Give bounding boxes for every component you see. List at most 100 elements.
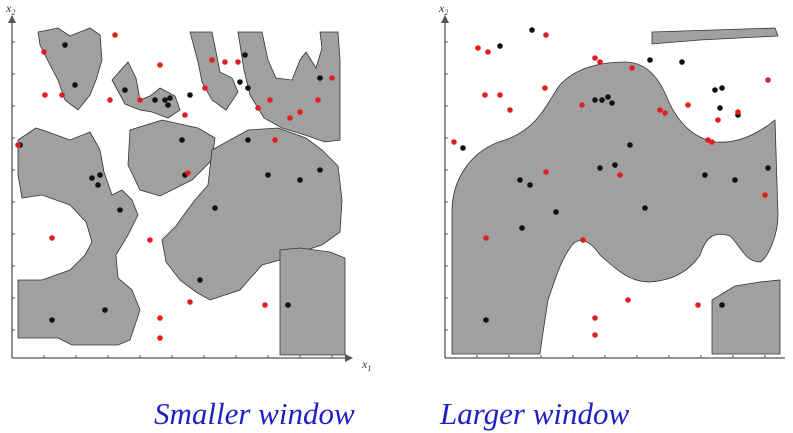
sample-point-black <box>592 97 598 103</box>
sample-point-black <box>597 165 603 171</box>
sample-point-red <box>49 235 55 241</box>
sample-point-red <box>483 235 489 241</box>
sample-point-black <box>605 94 611 100</box>
sample-point-black <box>460 145 466 151</box>
sample-point-red <box>617 172 623 178</box>
decision-regions-smaller <box>17 27 346 356</box>
sample-point-red <box>592 315 598 321</box>
sample-point-black <box>627 142 633 148</box>
axes-larger: x2 <box>438 1 785 359</box>
sample-point-black <box>117 207 123 213</box>
sample-point-red <box>112 32 118 38</box>
sample-point-black <box>285 302 291 308</box>
sample-point-red <box>272 137 278 143</box>
sample-point-black <box>517 177 523 183</box>
sample-point-black <box>317 167 323 173</box>
axes-smaller: x2 x1 <box>5 1 371 373</box>
sample-point-black <box>609 100 615 106</box>
sample-point-black <box>245 137 251 143</box>
caption-smaller-window: Smaller window <box>154 396 355 431</box>
sample-point-red <box>625 297 631 303</box>
sample-point-red <box>543 32 549 38</box>
sample-point-red <box>147 237 153 243</box>
caption-larger-window: Larger window <box>440 396 630 431</box>
sample-point-black <box>647 57 653 63</box>
sample-point-red <box>185 170 191 176</box>
sample-point-black <box>245 85 251 91</box>
sample-point-black <box>717 105 723 111</box>
sample-point-black <box>265 172 271 178</box>
sample-point-red <box>137 97 143 103</box>
sample-point-red <box>209 57 215 63</box>
sample-point-black <box>97 172 103 178</box>
sample-point-red <box>592 55 598 61</box>
x-axis-label-smaller: x1 <box>361 357 371 373</box>
region-top-right <box>237 31 341 143</box>
region-top-strip <box>651 27 779 45</box>
sample-point-red <box>297 109 303 115</box>
sample-point-red <box>497 92 503 98</box>
sample-point-black <box>72 82 78 88</box>
sample-point-red <box>507 107 513 113</box>
sample-point-red <box>235 59 241 65</box>
sample-point-black <box>62 42 68 48</box>
sample-point-black <box>89 175 95 181</box>
points-red-larger <box>451 32 771 338</box>
sample-point-red <box>762 192 768 198</box>
sample-point-black <box>519 225 525 231</box>
sample-point-red <box>662 110 668 116</box>
sample-point-red <box>267 97 273 103</box>
decision-regions-larger <box>451 27 781 355</box>
sample-point-black <box>712 87 718 93</box>
sample-point-red <box>657 107 663 113</box>
sample-point-red <box>485 49 491 55</box>
sample-point-red <box>765 77 771 83</box>
y-axis-label-smaller: x2 <box>5 1 15 17</box>
sample-point-black <box>212 205 218 211</box>
sample-point-red <box>222 59 228 65</box>
sample-point-red <box>255 105 261 111</box>
sample-point-black <box>719 302 725 308</box>
sample-point-red <box>629 65 635 71</box>
sample-point-black <box>732 177 738 183</box>
sample-point-black <box>49 317 55 323</box>
sample-point-red <box>41 49 47 55</box>
sample-point-black <box>187 92 193 98</box>
sample-point-red <box>59 92 65 98</box>
sample-point-red <box>202 85 208 91</box>
sample-point-red <box>187 299 193 305</box>
sample-point-black <box>242 52 248 58</box>
sample-point-red <box>715 117 721 123</box>
sample-point-black <box>197 277 203 283</box>
region-center-upper <box>111 61 181 119</box>
sample-point-red <box>475 45 481 51</box>
sample-point-black <box>122 87 128 93</box>
region-left-top <box>37 27 103 111</box>
sample-point-red <box>579 102 585 108</box>
region-main <box>451 61 779 355</box>
sample-point-black <box>765 165 771 171</box>
sample-point-black <box>179 137 185 143</box>
sample-point-black <box>612 162 618 168</box>
panel-larger-window: x2 <box>438 1 785 359</box>
sample-point-black <box>679 59 685 65</box>
sample-point-red <box>287 115 293 121</box>
sample-point-black <box>167 95 173 101</box>
sample-point-red <box>451 139 457 145</box>
sample-point-black <box>642 205 648 211</box>
sample-point-red <box>262 302 268 308</box>
points-black-larger <box>460 27 771 323</box>
sample-point-red <box>695 302 701 308</box>
panel-smaller-window: x2 x1 <box>5 1 371 373</box>
sample-point-black <box>483 317 489 323</box>
sample-point-red <box>42 92 48 98</box>
sample-point-red <box>580 237 586 243</box>
sample-point-black <box>527 182 533 188</box>
sample-point-red <box>542 85 548 91</box>
sample-point-black <box>95 182 101 188</box>
sample-point-black <box>237 79 243 85</box>
sample-point-red <box>685 102 691 108</box>
sample-point-red <box>157 335 163 341</box>
sample-point-black <box>599 97 605 103</box>
sample-point-red <box>482 92 488 98</box>
